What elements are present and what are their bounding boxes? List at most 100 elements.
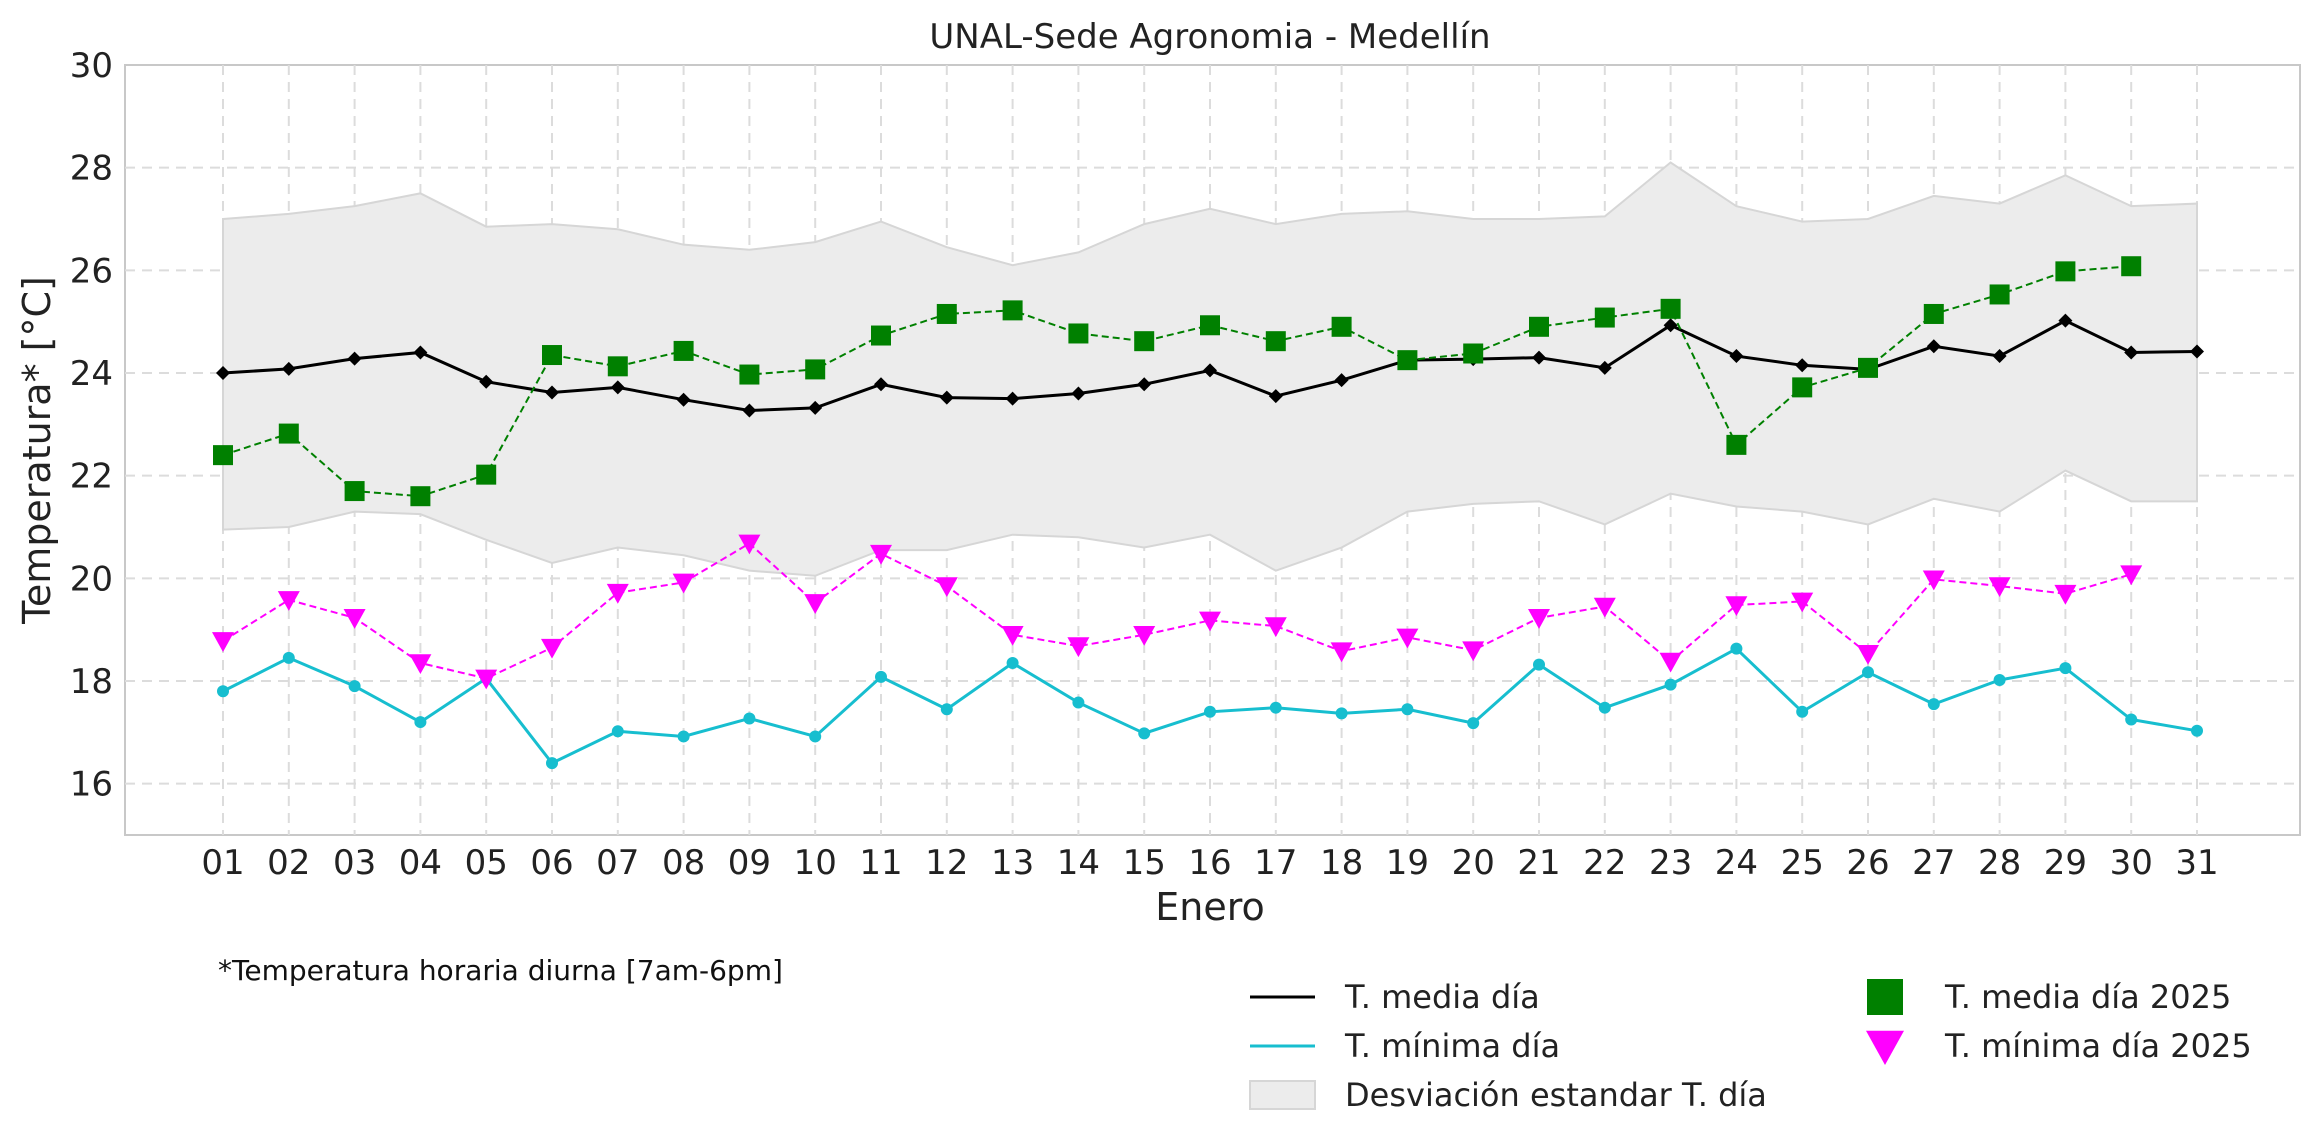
data-point — [1006, 657, 1019, 670]
y-tick-label: 20 — [70, 559, 113, 599]
data-point — [1725, 596, 1748, 617]
data-point — [1002, 300, 1023, 321]
x-tick-label: 05 — [465, 843, 508, 883]
series-layer — [212, 256, 2204, 770]
data-point — [1401, 703, 1414, 716]
data-point — [672, 573, 695, 594]
data-point — [1001, 626, 1024, 646]
x-axis-ticks: 01 02 03 04 05 06 07 08 09 10 11 12 13 14 15 16 17 18 19 20… — [201, 843, 2218, 883]
data-point — [344, 481, 365, 502]
data-point — [1265, 331, 1286, 352]
x-tick-label: 29 — [2044, 843, 2087, 883]
data-point — [1533, 658, 1545, 671]
x-tick-label: 19 — [1386, 843, 1429, 883]
x-tick-label: 04 — [399, 843, 442, 883]
data-point — [2120, 565, 2143, 586]
x-tick-label: 01 — [201, 843, 244, 883]
x-tick-label: 15 — [1123, 843, 1166, 883]
data-point — [1858, 357, 1878, 378]
data-point — [1529, 316, 1549, 337]
x-tick-label: 13 — [991, 843, 1034, 883]
x-tick-label: 31 — [2175, 843, 2218, 883]
data-point — [738, 534, 761, 555]
data-point — [1726, 434, 1747, 455]
x-tick-label: 27 — [1912, 843, 1955, 883]
data-point — [213, 445, 233, 466]
legend-item: T. mínima día — [1250, 1027, 1560, 1065]
data-point — [1926, 339, 1941, 354]
data-point — [809, 730, 822, 743]
data-point — [277, 591, 300, 611]
x-tick-label: 14 — [1057, 843, 1100, 883]
data-point — [1664, 678, 1677, 691]
series-line — [222, 542, 2132, 680]
data-point — [414, 716, 427, 729]
data-point — [874, 377, 888, 392]
y-tick-label: 30 — [70, 46, 113, 86]
data-point — [1203, 363, 1217, 378]
data-point — [476, 464, 497, 485]
x-tick-label: 08 — [662, 843, 705, 883]
data-point — [1264, 617, 1287, 638]
legend-swatch — [1867, 979, 1903, 1015]
data-point — [542, 345, 562, 366]
data-point — [413, 345, 428, 360]
data-point — [2059, 662, 2072, 675]
data-point — [1269, 701, 1282, 714]
data-point — [2121, 256, 2142, 277]
x-tick-label: 06 — [530, 843, 573, 883]
x-tick-label: 20 — [1452, 843, 1495, 883]
data-point — [546, 757, 558, 770]
data-point — [1072, 696, 1085, 709]
x-tick-label: 24 — [1715, 843, 1758, 883]
legend-label: Desviación estandar T. día — [1345, 1076, 1767, 1114]
x-tick-label: 21 — [1517, 843, 1560, 883]
y-axis-title: Temperatura* [°C] — [15, 276, 59, 625]
x-tick-label: 30 — [2110, 843, 2153, 883]
data-point — [212, 632, 234, 652]
data-point — [1927, 698, 1940, 711]
data-point — [805, 359, 826, 380]
data-point — [282, 651, 295, 664]
x-tick-label: 28 — [1978, 843, 2021, 883]
data-point — [216, 366, 230, 380]
data-point — [936, 303, 957, 324]
data-point — [475, 669, 498, 690]
series-t-media-d-a-2025 — [213, 256, 2142, 507]
series-t-m-nima-d-a-2025 — [212, 534, 2143, 690]
data-point — [410, 486, 431, 507]
footnote: *Temperatura horaria diurna [7am-6pm] — [218, 954, 783, 987]
data-point — [1268, 389, 1283, 404]
data-point — [1330, 642, 1353, 663]
legend-item: T. media día — [1250, 978, 1540, 1016]
data-point — [545, 385, 559, 400]
x-tick-label: 09 — [728, 843, 771, 883]
data-point — [804, 594, 827, 614]
data-point — [1199, 611, 1221, 632]
data-point — [935, 577, 958, 598]
legend-swatch — [1866, 1030, 1904, 1065]
data-point — [676, 392, 691, 407]
data-point — [1528, 609, 1550, 629]
data-point — [607, 356, 628, 377]
data-point — [1532, 350, 1546, 365]
data-point — [343, 609, 366, 629]
y-tick-label: 22 — [70, 457, 113, 497]
x-tick-label: 10 — [794, 843, 837, 883]
data-point — [1796, 705, 1809, 718]
data-point — [409, 654, 432, 675]
data-point — [677, 730, 690, 743]
data-point — [1791, 592, 1814, 613]
data-point — [1598, 701, 1611, 714]
data-point — [2125, 713, 2138, 726]
legend-swatch — [1249, 1080, 1316, 1110]
x-tick-label: 02 — [267, 843, 310, 883]
data-point — [875, 670, 887, 683]
data-point — [2054, 584, 2077, 605]
legend-item: T. media día 2025 — [1867, 978, 2231, 1016]
x-tick-label: 12 — [925, 843, 968, 883]
legend: T. media día T. mínima día Desviación esta… — [1249, 978, 2252, 1114]
legend-label: T. media día — [1344, 978, 1540, 1016]
y-tick-label: 26 — [70, 251, 113, 291]
data-point — [1397, 350, 1418, 371]
